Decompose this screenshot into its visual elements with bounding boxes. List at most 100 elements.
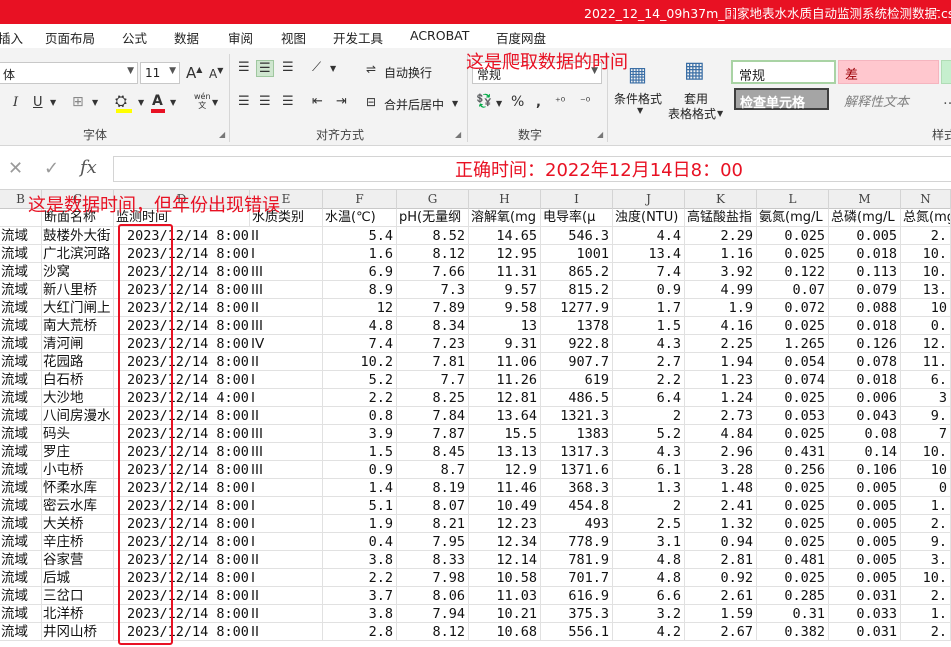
table-cell[interactable]: 6. (901, 371, 951, 389)
table-cell[interactable]: 0.025 (757, 533, 829, 551)
table-cell[interactable]: 4.84 (685, 425, 757, 443)
table-cell[interactable]: III (250, 425, 323, 443)
table-cell[interactable]: 10.68 (469, 623, 541, 641)
table-cell[interactable]: 1277.9 (541, 299, 613, 317)
table-cell[interactable]: 8.12 (397, 623, 469, 641)
align-left-icon[interactable]: ☰ (238, 94, 250, 109)
orientation-dropdown-icon[interactable]: ▼ (330, 64, 337, 73)
table-cell[interactable]: 流域 (0, 479, 42, 497)
table-cell[interactable]: 10.2 (323, 353, 397, 371)
tab-view[interactable]: 视图 (281, 31, 307, 46)
insert-function-icon[interactable]: fx (80, 157, 97, 178)
font-name-combo[interactable]: 体 ▼ (0, 62, 138, 84)
table-cell[interactable]: III (250, 443, 323, 461)
font-size-combo[interactable]: 11 ▼ (140, 62, 180, 84)
tab-developer[interactable]: 开发工具 (333, 31, 384, 46)
table-cell[interactable]: 白石桥 (42, 371, 114, 389)
column-header[interactable]: D (114, 190, 250, 209)
table-cell[interactable]: 0.088 (829, 299, 901, 317)
font-color-icon[interactable]: A (152, 93, 163, 109)
table-cell[interactable]: II (250, 407, 323, 425)
formula-input[interactable] (113, 156, 951, 182)
table-cell[interactable]: 2. (901, 587, 951, 605)
table-cell[interactable]: 流域 (0, 425, 42, 443)
table-cell[interactable]: 广北滨河路 (42, 245, 114, 263)
date-cell[interactable]: 2023/12/14 8:00 (127, 426, 249, 442)
table-cell[interactable]: 3.28 (685, 461, 757, 479)
table-cell[interactable]: 486.5 (541, 389, 613, 407)
table-cell[interactable]: 2.81 (685, 551, 757, 569)
table-cell[interactable]: 0.8 (323, 407, 397, 425)
column-header-cell[interactable]: 电导率(μ (541, 209, 613, 227)
table-cell[interactable]: 8.12 (397, 245, 469, 263)
table-cell[interactable]: II (250, 353, 323, 371)
table-cell[interactable]: 流域 (0, 389, 42, 407)
table-cell[interactable]: 3.8 (323, 551, 397, 569)
style-explanatory[interactable]: 解释性文本 (844, 95, 910, 110)
table-cell[interactable]: 4.3 (613, 443, 685, 461)
table-cell[interactable]: 4.8 (613, 569, 685, 587)
date-cell[interactable]: 2023/12/14 4:00 (127, 390, 249, 406)
table-cell[interactable]: 815.2 (541, 281, 613, 299)
font-launcher-icon[interactable]: ◢ (219, 130, 226, 139)
table-cell[interactable]: 0.025 (757, 515, 829, 533)
table-cell[interactable]: 8.52 (397, 227, 469, 245)
table-cell[interactable]: 1.4 (323, 479, 397, 497)
date-cell[interactable]: 2023/12/14 8:00 (127, 318, 249, 334)
conditional-format-icon[interactable]: ▦ (628, 62, 647, 86)
table-cell[interactable]: 12.34 (469, 533, 541, 551)
styles-more-icon[interactable]: … (943, 92, 951, 108)
table-cell[interactable]: 11.31 (469, 263, 541, 281)
table-cell[interactable]: 0.4 (323, 533, 397, 551)
table-cell[interactable]: 6.1 (613, 461, 685, 479)
table-cell[interactable]: 流域 (0, 281, 42, 299)
table-cell[interactable]: I (250, 497, 323, 515)
table-cell[interactable]: 0.256 (757, 461, 829, 479)
table-cell[interactable]: 922.8 (541, 335, 613, 353)
table-cell[interactable]: 辛庄桥 (42, 533, 114, 551)
table-cell[interactable]: 2 (613, 497, 685, 515)
table-cell[interactable]: 1.48 (685, 479, 757, 497)
table-cell[interactable]: 8.25 (397, 389, 469, 407)
increase-indent-icon[interactable]: ⇥ (336, 94, 347, 109)
table-cell[interactable]: 流域 (0, 245, 42, 263)
table-cell[interactable]: 0.285 (757, 587, 829, 605)
table-cell[interactable]: 小屯桥 (42, 461, 114, 479)
table-cell[interactable]: 1. (901, 605, 951, 623)
date-cell[interactable]: 2023/12/14 8:00 (127, 570, 249, 586)
table-cell[interactable]: 8.34 (397, 317, 469, 335)
table-cell[interactable]: 2.96 (685, 443, 757, 461)
table-cell[interactable]: 1.24 (685, 389, 757, 407)
table-cell[interactable]: 7.94 (397, 605, 469, 623)
align-middle-icon[interactable]: ☰ (256, 60, 274, 77)
table-cell[interactable]: 4.8 (613, 551, 685, 569)
style-check-cell[interactable]: 检查单元格 (734, 88, 829, 111)
table-cell[interactable]: 375.3 (541, 605, 613, 623)
table-cell[interactable]: 2.61 (685, 587, 757, 605)
table-cell[interactable]: 流域 (0, 587, 42, 605)
column-header[interactable]: N (901, 190, 951, 209)
table-cell[interactable]: 0.005 (829, 227, 901, 245)
table-cell[interactable]: 2.8 (323, 623, 397, 641)
table-cell[interactable]: 368.3 (541, 479, 613, 497)
table-cell[interactable]: 9.31 (469, 335, 541, 353)
decrease-indent-icon[interactable]: ⇤ (312, 94, 323, 109)
table-cell[interactable]: 8.19 (397, 479, 469, 497)
table-cell[interactable]: 9. (901, 533, 951, 551)
table-cell[interactable]: 流域 (0, 605, 42, 623)
table-cell[interactable]: 5.2 (323, 371, 397, 389)
grow-font-button[interactable]: A▲ (186, 64, 203, 82)
table-cell[interactable]: 7.66 (397, 263, 469, 281)
table-cell[interactable]: 8.21 (397, 515, 469, 533)
table-cell[interactable]: 八间房漫水 (42, 407, 114, 425)
table-cell[interactable]: 0.122 (757, 263, 829, 281)
date-cell[interactable]: 2023/12/14 8:00 (127, 624, 249, 640)
date-cell[interactable]: 2023/12/14 8:00 (127, 336, 249, 352)
table-cell[interactable]: 新八里桥 (42, 281, 114, 299)
table-cell[interactable]: 1.265 (757, 335, 829, 353)
table-cell[interactable]: 北洋桥 (42, 605, 114, 623)
table-cell[interactable]: 9.58 (469, 299, 541, 317)
column-header[interactable]: B (0, 190, 42, 209)
column-header-cell[interactable]: 溶解氧(mg (469, 209, 541, 227)
table-cell[interactable]: 0. (901, 317, 951, 335)
